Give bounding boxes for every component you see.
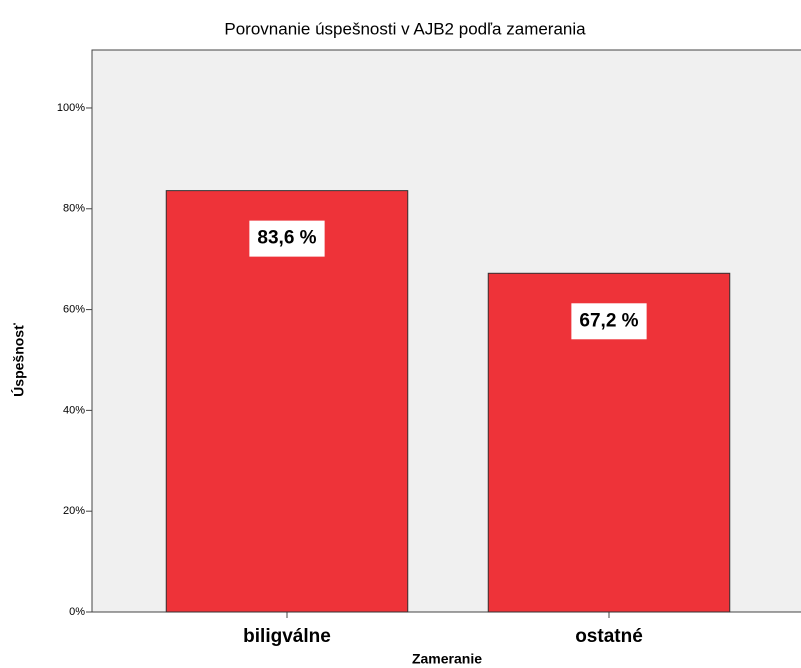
y-axis-title: Úspešnosť [10, 323, 27, 397]
value-label-box [249, 220, 325, 257]
value-label: 67,2 % [579, 310, 638, 331]
y-tick-label: 0% [69, 606, 85, 618]
x-axis-title: Zameranie [412, 651, 482, 667]
value-label: 83,6 % [257, 228, 316, 249]
y-tick-label: 80% [63, 203, 85, 215]
y-tick-label: 40% [63, 404, 85, 416]
value-label-box [571, 303, 647, 340]
y-tick-label: 20% [63, 505, 85, 517]
x-tick-label: ostatné [575, 626, 643, 647]
y-tick-label: 60% [63, 303, 85, 315]
y-tick-label: 100% [57, 102, 85, 114]
bar [165, 190, 409, 613]
chart-title: Porovnanie úspešnosti v AJB2 podľa zamer… [224, 19, 586, 38]
x-tick-label: biligválne [243, 626, 331, 647]
